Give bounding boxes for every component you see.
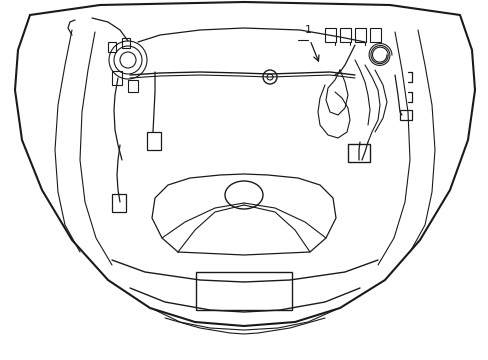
Bar	[108, 42, 116, 52]
Bar	[112, 71, 122, 85]
Bar	[112, 194, 126, 212]
Bar	[339, 28, 350, 42]
Bar	[354, 28, 365, 42]
Bar	[325, 28, 335, 42]
Bar	[369, 28, 380, 42]
Bar	[122, 38, 130, 48]
Text: 1: 1	[304, 25, 311, 35]
Bar	[196, 272, 291, 310]
Bar	[347, 144, 369, 162]
Bar	[399, 110, 411, 120]
Bar	[147, 132, 161, 150]
Bar	[128, 80, 138, 92]
